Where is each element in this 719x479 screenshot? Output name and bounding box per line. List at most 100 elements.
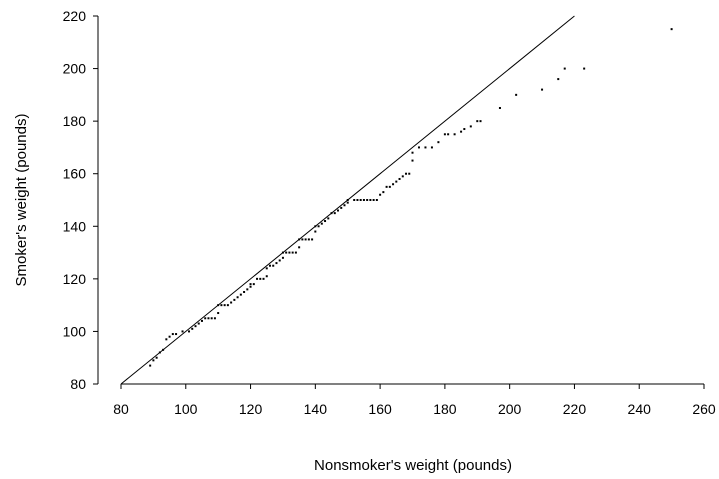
axes: 80 100 120 140 160 180 200 220 80 100 120 140 160 180… [63,8,716,417]
data-point [379,193,382,196]
x-tick-label: 160 [368,401,392,417]
data-point [317,225,320,228]
data-point [333,212,336,215]
data-point [171,333,174,336]
data-point [340,206,343,209]
data-point [233,298,236,301]
data-point [275,262,278,265]
data-point [453,133,456,136]
data-point [285,251,288,254]
data-point [249,283,252,286]
y-tick-label: 140 [63,218,87,234]
data-point [291,251,294,254]
data-point [343,204,346,207]
data-point [265,267,268,270]
data-point [252,283,255,286]
x-tick-label: 260 [692,401,716,417]
x-tick-label: 140 [304,401,328,417]
data-point [207,317,210,320]
data-point [498,107,501,109]
x-axis-title: Nonsmoker's weight (pounds) [314,457,512,474]
data-point [460,130,463,133]
data-point [411,159,414,162]
data-point [210,317,213,320]
data-point [226,304,229,307]
data-point [395,180,398,183]
data-point [272,264,275,267]
data-point [372,199,375,201]
data-point [298,238,301,241]
data-point [194,325,197,328]
data-point [230,301,233,304]
data-point [320,222,323,225]
data-point [327,217,330,220]
data-point [392,183,395,186]
data-point [314,230,317,233]
y-tick-label: 180 [63,113,87,129]
data-point [217,312,220,315]
data-point [259,277,262,280]
x-tick-label: 200 [498,401,522,417]
data-point [236,296,239,299]
data-point [324,220,327,223]
data-point [385,185,388,188]
data-point [278,259,281,262]
y-tick-label: 100 [63,323,87,339]
data-point [362,199,365,201]
data-point [541,88,544,91]
data-point [294,251,297,254]
data-point [469,125,472,128]
data-point [265,275,268,278]
data-point [366,199,369,201]
data-point [152,359,155,362]
data-point [583,67,586,70]
y-tick-label: 220 [63,8,87,24]
data-point [188,330,191,333]
data-point [353,199,356,201]
data-point [443,133,446,136]
data-point [197,322,200,325]
y-tick-label: 160 [63,166,87,182]
data-point [463,128,466,131]
data-point [356,199,359,201]
data-point [447,133,450,136]
data-point [479,120,482,123]
data-point [288,251,291,254]
x-tick-label: 220 [563,401,587,417]
data-point [437,141,440,144]
data-point [165,338,168,341]
data-point [304,238,307,241]
data-point [314,225,317,228]
data-point [375,199,378,201]
data-point [563,67,566,70]
data-point [281,251,284,254]
data-point [337,209,340,212]
data-point [298,246,301,249]
y-tick-label: 120 [63,271,87,287]
data-point [168,335,171,338]
data-point [398,177,401,180]
x-tick-label: 100 [174,401,198,417]
data-point [301,238,304,241]
data-point [476,120,479,123]
data-point [311,238,314,241]
data-point [369,199,372,201]
y-tick-label: 80 [70,376,86,392]
data-points [149,28,673,367]
data-point [557,78,560,81]
data-point [217,304,220,307]
x-tick-label: 240 [628,401,652,417]
data-point [346,201,349,204]
data-point [246,288,249,291]
data-point [405,172,408,175]
data-point [268,264,271,267]
y-axis-title: Smoker's weight (pounds) [13,114,30,287]
data-point [401,175,404,178]
data-point [223,304,226,307]
data-point [155,356,158,359]
y-tick-label: 200 [63,61,87,77]
data-point [411,151,414,154]
x-tick-label: 120 [239,401,263,417]
data-point [670,28,673,31]
